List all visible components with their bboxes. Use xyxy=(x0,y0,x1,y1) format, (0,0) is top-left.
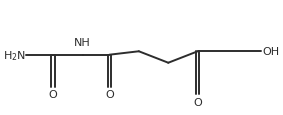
Text: O: O xyxy=(49,89,57,99)
Text: NH: NH xyxy=(74,37,91,47)
Text: O: O xyxy=(105,89,114,99)
Text: H$_2$N: H$_2$N xyxy=(3,48,26,62)
Text: OH: OH xyxy=(262,47,279,57)
Text: O: O xyxy=(193,97,202,107)
